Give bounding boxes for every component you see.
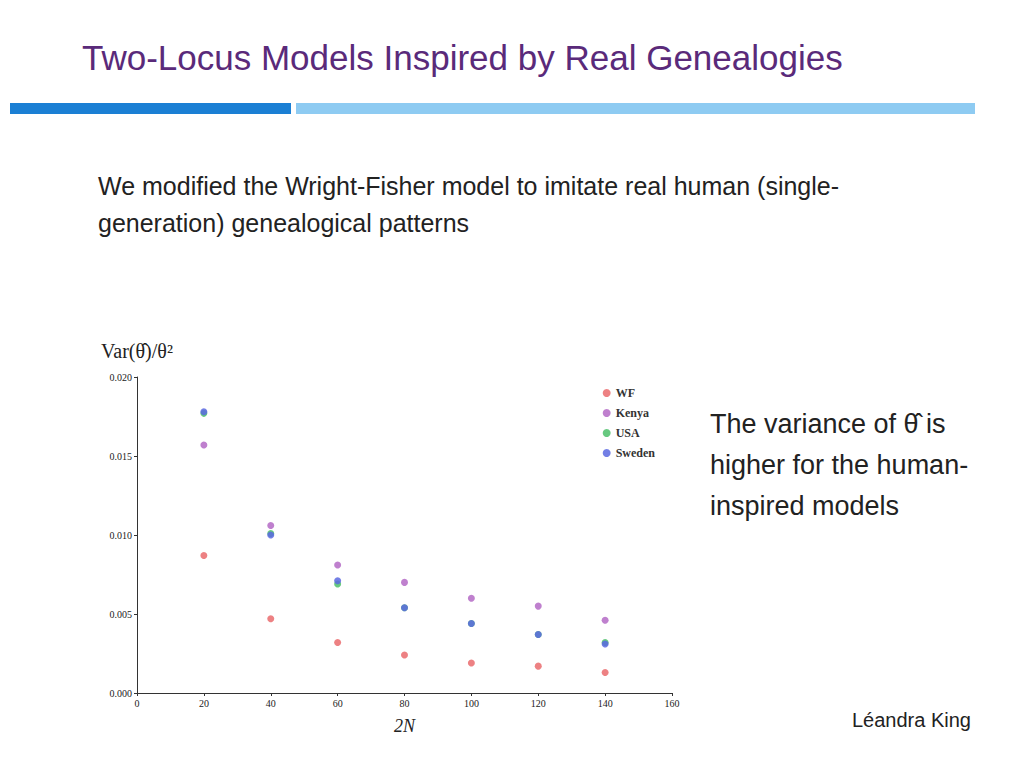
svg-text:2N: 2N (394, 716, 416, 736)
svg-text:Var(θ̂)/θ²: Var(θ̂)/θ² (101, 340, 173, 363)
svg-text:100: 100 (464, 698, 479, 709)
svg-text:80: 80 (400, 698, 410, 709)
svg-text:0.015: 0.015 (110, 451, 133, 462)
html-text:The variance of θ̂ is higher f: The variance of θ̂ is higher for the hum… (710, 409, 969, 521)
svg-text:160: 160 (665, 698, 680, 709)
svg-text:40: 40 (266, 698, 276, 709)
svg-text:Sweden: Sweden (616, 446, 656, 460)
svg-text:20: 20 (199, 698, 209, 709)
svg-text:Kenya: Kenya (616, 406, 649, 420)
svg-text:WF: WF (616, 386, 635, 400)
html-text:We modified the Wright-Fisher: We modified the Wright-Fisher model to i… (98, 172, 839, 237)
svg-text:USA: USA (616, 426, 640, 440)
svg-text:0.010: 0.010 (110, 530, 133, 541)
html-text:Léandra King: Léandra King (852, 709, 971, 731)
svg-text:60: 60 (333, 698, 343, 709)
svg-text:0.000: 0.000 (110, 688, 133, 699)
svg-text:0: 0 (135, 698, 140, 709)
svg-text:0.020: 0.020 (110, 372, 133, 383)
svg-text:0.005: 0.005 (110, 609, 133, 620)
svg-text:140: 140 (598, 698, 613, 709)
svg-text:120: 120 (531, 698, 546, 709)
html-text:Two-Locus Models Inspired by R: Two-Locus Models Inspired by Real Geneal… (82, 38, 843, 77)
